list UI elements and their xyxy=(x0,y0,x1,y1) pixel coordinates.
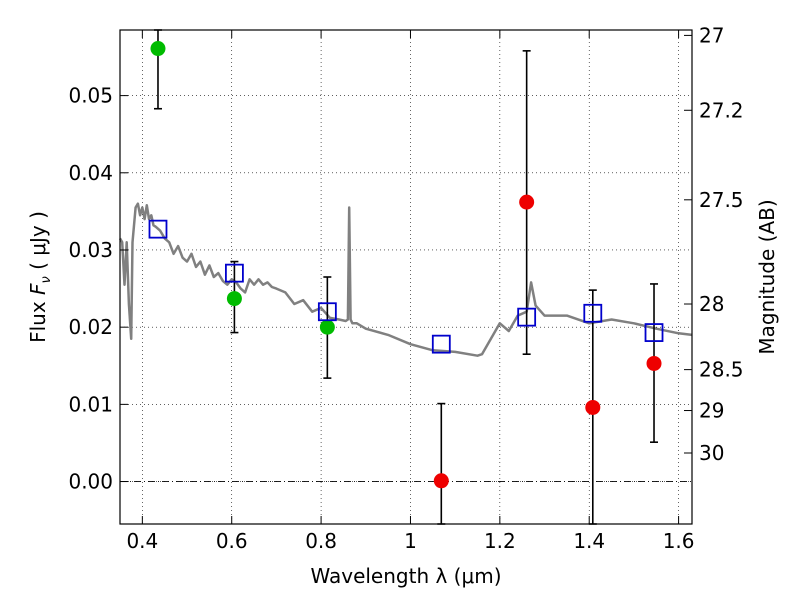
y2-tick-label: 29 xyxy=(699,399,724,423)
x-tick-label: 1.4 xyxy=(573,529,605,553)
model-sed xyxy=(118,202,693,357)
y2-tick-label: 30 xyxy=(699,441,724,465)
y2-tick-label: 28 xyxy=(699,292,724,316)
x-axis-label: Wavelength λ (μm) xyxy=(310,564,501,588)
x-tick-label: 0.6 xyxy=(216,529,248,553)
y-tick-label: 0.04 xyxy=(68,161,113,185)
y-axis-label: Flux Fν ( μJy ) xyxy=(26,211,54,343)
model-flux-points xyxy=(148,219,664,354)
error-bars xyxy=(153,29,659,525)
model-sed-line xyxy=(118,202,693,357)
x-tick-label: 0.8 xyxy=(305,529,337,553)
plot-frame xyxy=(119,29,693,525)
y-tick-label: 0.02 xyxy=(68,315,113,339)
x-tick-label: 1.6 xyxy=(663,529,695,553)
detected-point xyxy=(226,291,242,307)
model-flux-square xyxy=(583,303,603,323)
undetected-point xyxy=(519,194,535,210)
y-tick-label: 0.03 xyxy=(68,238,113,262)
y-tick-label: 0.05 xyxy=(68,84,113,108)
detected-point xyxy=(319,319,335,335)
model-flux-square xyxy=(224,263,244,283)
undetected-point xyxy=(433,473,449,489)
grid-lines xyxy=(120,30,692,524)
x-tick-label: 1 xyxy=(404,529,417,553)
y2-axis-label: Magnitude (AB) xyxy=(755,199,779,354)
undetected-point xyxy=(646,355,662,371)
model-flux-square xyxy=(644,323,664,342)
x-ticks: 0.4 0.6 0.8 1 1.2 1.4 1.6 xyxy=(126,30,695,553)
y2-tick-label: 27.2 xyxy=(699,98,744,122)
y2-tick-label: 27.5 xyxy=(699,188,744,212)
model-flux-square xyxy=(517,307,537,327)
y-tick-label: 0.00 xyxy=(68,470,113,494)
model-flux-square xyxy=(317,302,337,322)
y2-ticks: 27 27.2 27.5 28 28.5 29 30 xyxy=(684,23,744,465)
detected-point xyxy=(150,41,166,57)
data-points xyxy=(150,41,662,489)
model-flux-square xyxy=(148,219,168,239)
y2-tick-label: 28.5 xyxy=(699,358,744,382)
x-tick-label: 0.4 xyxy=(126,529,158,553)
y-ticks: 0.00 0.01 0.02 0.03 0.04 0.05 xyxy=(68,84,128,494)
x-tick-label: 1.2 xyxy=(484,529,516,553)
undetected-point xyxy=(585,399,601,415)
y2-tick-label: 27 xyxy=(699,23,724,47)
y-tick-label: 0.01 xyxy=(68,392,113,416)
model-flux-square xyxy=(431,334,451,354)
